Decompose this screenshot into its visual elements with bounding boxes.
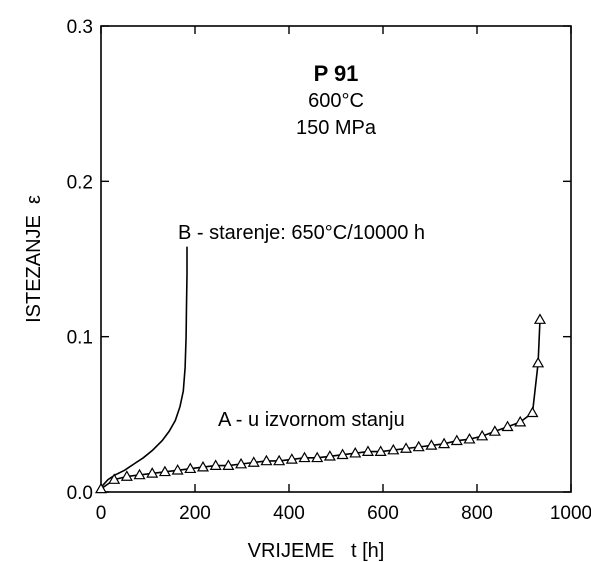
series-a-point: [120, 470, 133, 481]
annotation-material: P 91: [314, 61, 359, 86]
series-a-point: [501, 420, 514, 432]
x-tick-label: 1000: [550, 503, 591, 524]
y-tick-label: 0.2: [67, 172, 93, 193]
series-a-point: [133, 468, 146, 480]
series-a-point: [146, 467, 159, 478]
series-a-point: [532, 356, 545, 368]
plot-frame: [100, 25, 572, 493]
series-a-point: [361, 445, 374, 456]
series-a-point: [184, 462, 197, 474]
series-a-point: [158, 465, 171, 477]
series-a-point: [514, 415, 527, 427]
series-a-point: [247, 456, 260, 467]
series-a-line: [100, 319, 541, 490]
series-a-point: [323, 450, 336, 461]
annotation-stress: 150 MPa: [296, 117, 377, 139]
annotation-temperature: 600°C: [308, 90, 364, 112]
series-a-point: [488, 425, 501, 436]
series-a-point: [374, 445, 387, 456]
y-tick-label: 0.0: [67, 483, 93, 504]
x-tick-label: 600: [367, 503, 399, 524]
series-a-point: [425, 439, 438, 450]
series-a-point: [94, 482, 108, 494]
series-a-point: [463, 432, 476, 444]
series-a-point: [209, 459, 222, 470]
series-a-point: [336, 448, 349, 460]
x-tick-label: 0: [96, 503, 107, 524]
series-b-line: [100, 246, 188, 488]
x-tick-label: 800: [461, 503, 493, 524]
series-a-point: [533, 313, 547, 324]
y-axis-ticks: 0.0 0.1 0.2 0.3: [67, 17, 571, 504]
series-a-point: [476, 429, 489, 441]
series-a-point: [298, 451, 311, 463]
y-axis-title: ISTEZANJE ε: [23, 195, 45, 323]
series-a-point: [273, 454, 286, 466]
y-tick-label: 0.1: [67, 328, 93, 349]
x-tick-label: 400: [273, 503, 305, 524]
series-a-point: [387, 443, 400, 455]
y-tick-label: 0.3: [67, 17, 93, 38]
series-a-point: [222, 459, 235, 470]
series-a-markers: [94, 313, 547, 494]
series-a-point: [311, 451, 324, 463]
series-a-label: A - u izvornom stanju: [218, 409, 405, 431]
series-b-label: B - starenje: 650°C/10000 h: [178, 222, 425, 244]
series-a-point: [171, 464, 184, 475]
series-a-point: [450, 434, 463, 446]
series-a-point: [108, 473, 121, 484]
x-tick-label: 200: [179, 503, 211, 524]
series-a-point: [196, 460, 210, 472]
series-a-point: [260, 454, 273, 466]
series-a-point: [412, 440, 425, 452]
series-a-point: [349, 446, 362, 458]
x-axis-ticks: 0 200 400 600 800 1000: [96, 26, 591, 524]
series-a-point: [285, 453, 298, 464]
series-a-point: [235, 457, 248, 469]
series-a-point: [526, 406, 539, 418]
series-a-point: [399, 442, 413, 453]
x-axis-title: VRIJEME t [h]: [248, 540, 385, 562]
series-a-point: [438, 437, 451, 449]
